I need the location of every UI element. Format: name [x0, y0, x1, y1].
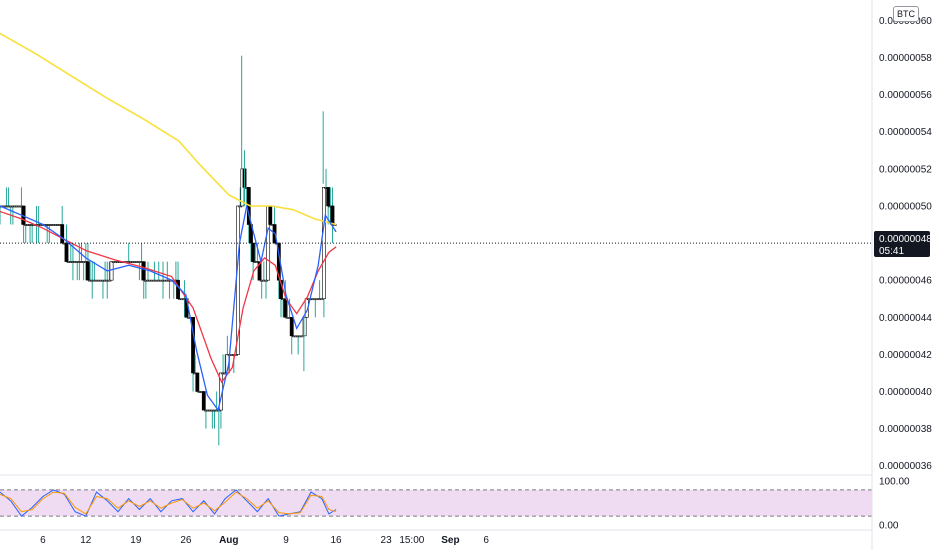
time-tick-label: 23 [381, 535, 393, 546]
oscillator-band [0, 489, 872, 517]
price-tick-label: 0.00000044 [879, 313, 932, 324]
candle-body [251, 242, 256, 262]
time-tick-label: Aug [219, 535, 238, 546]
currency-badge[interactable]: BTC [893, 6, 919, 22]
price-tick-label: 0.00000046 [879, 276, 932, 287]
candle-body [60, 224, 65, 244]
price-tick-label: 0.00000038 [879, 424, 932, 435]
time-tick-label: 15:00 [399, 535, 424, 546]
price-tick-label: 0.00000052 [879, 164, 932, 175]
time-tick-label: 12 [80, 535, 92, 546]
candle-body [302, 316, 307, 337]
candle-body [326, 187, 331, 207]
candle-body [109, 261, 114, 281]
time-tick-label: Sep [441, 535, 459, 546]
candle-body [64, 242, 69, 262]
candle-body [321, 187, 326, 300]
price-tick-label: 0.00000054 [879, 127, 932, 138]
price-tick-label: 0.00000040 [879, 387, 932, 398]
moving-average-line [0, 205, 337, 412]
candle-body [201, 391, 206, 411]
candle-body [268, 205, 273, 225]
candle-body [191, 316, 195, 374]
moving-average-line [0, 32, 337, 226]
oscillator-line [0, 489, 337, 517]
last-price-tag: 0.00000048 05:41 [874, 231, 932, 257]
time-tick-label: 6 [40, 535, 46, 546]
oscillator-tick-label: 100.00 [879, 477, 910, 488]
candle-body [141, 261, 146, 281]
candle-body [289, 316, 294, 337]
price-tick-label: 0.00000036 [879, 461, 932, 472]
oscillator-line [0, 491, 337, 515]
candles [0, 55, 337, 446]
price-tick-label: 0.00000056 [879, 90, 932, 101]
time-tick-label: 19 [130, 535, 142, 546]
time-tick-label: 26 [180, 535, 192, 546]
countdown-label: 05:41 [879, 246, 904, 257]
last-price-tag-bg [874, 231, 930, 257]
candle-body [264, 279, 268, 282]
oscillator-tick-label: 0.00 [879, 520, 899, 531]
price-tick-label: 0.00000042 [879, 350, 932, 361]
oscillator-pane[interactable] [0, 489, 872, 517]
moving-average-line [0, 210, 337, 384]
candle-body [330, 205, 335, 225]
candle-body [283, 298, 288, 318]
time-axis[interactable]: 6 12 19 26 Aug 9 16 23 15:00 Sep 6 [40, 535, 489, 546]
candle-body [195, 372, 200, 392]
candle-body [176, 279, 180, 300]
time-tick-label: 6 [483, 535, 489, 546]
time-tick-label: 16 [330, 535, 342, 546]
moving-averages [0, 32, 337, 412]
oscillator-lines [0, 489, 337, 517]
last-price-label: 0.00000048 [879, 234, 932, 245]
oscillator-axis[interactable]: 100.00 0.00 [879, 477, 910, 532]
time-tick-label: 9 [283, 535, 289, 546]
candle-body [319, 298, 324, 301]
price-pane[interactable] [0, 32, 872, 446]
candle-body [238, 205, 243, 208]
candle-body [257, 261, 262, 281]
price-tick-label: 0.00000058 [879, 53, 932, 64]
candle-body [86, 261, 90, 281]
price-tick-label: 0.00000050 [879, 201, 932, 212]
candle-body [107, 279, 112, 282]
